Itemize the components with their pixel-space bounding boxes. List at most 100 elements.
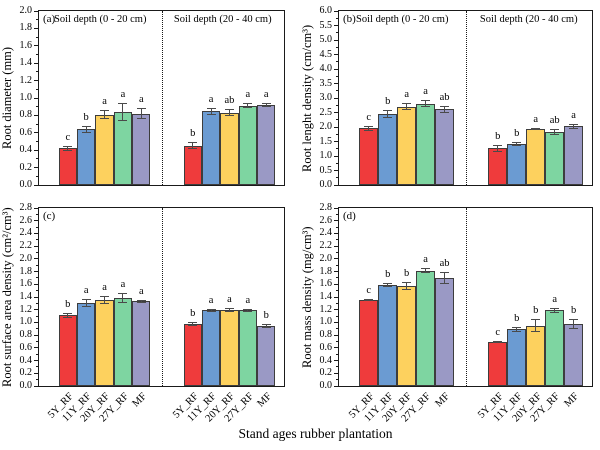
error-bar [383,109,393,119]
bar-group-depth-0: b 5Y_RF a 11Y_RF a 20Y_RF a 27Y_RF a MF [46,208,151,424]
panel-letter-c: (c) [43,210,56,222]
y-tick-label: 1.8 [19,265,33,277]
y-major-tick [34,347,39,349]
error-cap-bottom [224,115,234,117]
y-minor-tick [36,226,39,228]
error-cap-bottom [383,285,393,287]
error-cap-bottom [118,119,128,121]
bar-cell-5Y_RF: c 5Y_RF [347,208,379,421]
y-tick-label: 6.0 [319,5,333,16]
y-major-tick [34,321,39,323]
significance-letter: b [385,95,391,107]
y-major-tick [334,220,339,222]
error-bar [118,103,128,121]
y-tick-label: 4.0 [319,63,333,74]
bar-MF [435,277,455,386]
bar-27Y_RF [416,103,436,185]
bar-cell-20Y_RF: b 20Y_RF [381,208,417,424]
error-cap-bottom [81,131,91,133]
error-cap-bottom [206,310,216,312]
y-major-tick [334,155,339,157]
y-tick-label: 1.4 [319,291,333,302]
y-major-tick [334,309,339,311]
error-cap-bottom [100,117,110,119]
bar-group-depth-1: c 5Y_RF b 11Y_RF b 20Y_RF a 27Y_RF b MF [476,208,584,424]
y-major-tick [34,10,39,12]
error-stem [140,299,142,304]
error-stem [516,326,518,332]
y-major-tick [34,232,39,234]
error-cap-bottom [402,289,412,291]
significance-letter: a [120,279,126,291]
significance-letter: b [263,309,269,321]
error-cap-bottom [512,145,522,147]
y-major-tick [34,62,39,64]
bar-cell-5Y_RF: c 5Y_RF [476,208,508,421]
error-bar [261,323,271,328]
y-tick-label: 0.6 [19,126,33,138]
bar-cell-5Y_RF: b 5Y_RF [171,208,202,421]
y-tick-label: 2.4 [19,227,33,239]
error-cap-bottom [261,105,271,107]
y-axis-title-d: Root mass density (mg/cm³) [300,226,314,368]
bar-27Y_RF [545,310,565,386]
y-major-tick [34,27,39,29]
y-tick-label: 3.0 [319,92,333,103]
error-bar [224,109,234,117]
bar-27Y_RF [416,270,436,386]
panel-letter-d: (d) [343,210,356,222]
y-minor-tick [336,104,339,106]
y-tick-label: 0.0 [19,179,33,190]
error-stem [554,129,556,135]
error-bar [569,318,579,329]
y-minor-tick [36,213,39,215]
error-bar [421,268,431,274]
x-tick-label-MF: MF [255,391,275,410]
panel-b: (b) Soil depth (0 - 20 cm) Soil depth (20 … [300,6,593,190]
error-cap-bottom [550,311,560,313]
error-bar [440,271,450,285]
y-major-tick [34,80,39,82]
y-minor-tick [36,71,39,73]
error-bar [100,110,110,119]
y-major-tick [34,114,39,116]
y-tick-label: 0.8 [19,329,33,341]
y-minor-tick [336,366,339,368]
y-axis-title-b: Root lenght density (cm/cm³) [300,24,314,172]
y-major-tick [334,25,339,26]
error-stem [444,105,446,113]
y-tick-label: 2.5 [319,106,333,118]
y-major-tick [34,385,39,387]
bar-5Y_RF [58,315,77,386]
significance-letter: b [190,128,196,140]
bar-5Y_RF [58,148,77,185]
bar-cell-27Y_RF: a [238,11,258,185]
bar-cell-5Y_RF: c [58,11,77,185]
bar-cell-11Y_RF: a [201,11,221,185]
error-cap-bottom [63,316,73,318]
error-stem [192,142,194,150]
y-tick-label: 0.6 [19,341,33,353]
y-major-tick [34,167,39,169]
significance-letter: c [495,326,501,338]
y-major-tick [334,97,339,99]
bar-cell-20Y_RF: a 20Y_RF [79,208,114,424]
error-bar [531,127,541,131]
y-major-tick [334,54,339,55]
error-stem [368,125,370,132]
y-tick-label: 1.0 [19,92,33,103]
error-bar [531,319,541,332]
y-major-tick [334,372,339,374]
bar-cell-MF: a [132,11,151,185]
error-stem [67,145,69,152]
error-bar [364,298,374,302]
bar-cell-20Y_RF: b 20Y_RF [510,208,546,424]
bar-5Y_RF [183,145,202,185]
y-major-tick [34,207,39,209]
y-minor-tick [36,290,39,292]
error-cap-bottom [550,133,560,135]
y-tick-label: 0.4 [19,144,33,156]
error-stem [368,298,370,302]
error-cap-bottom [100,303,110,304]
y-tick-label: 0.2 [19,367,33,379]
